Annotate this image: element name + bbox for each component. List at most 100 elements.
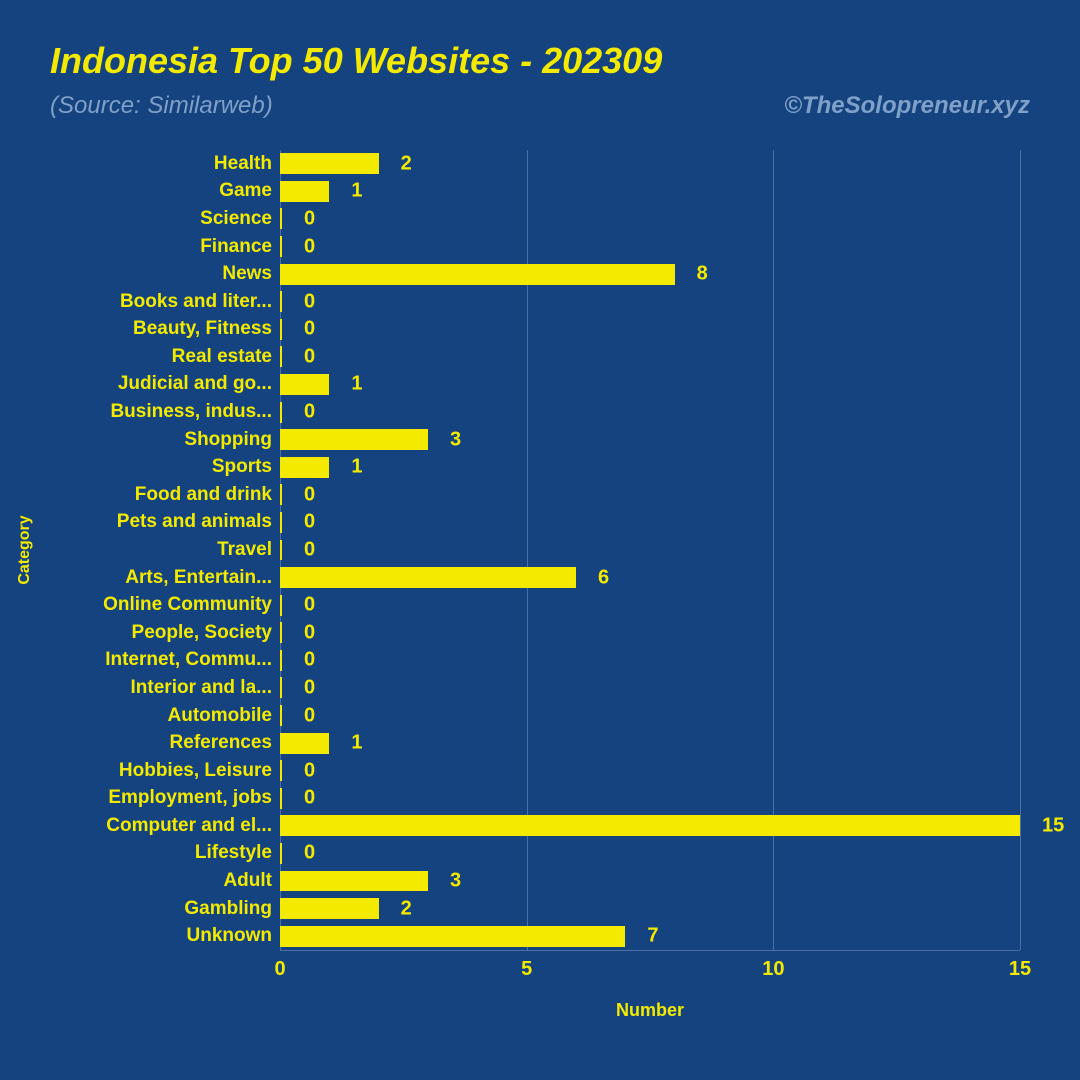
category-label: Online Community [103, 594, 272, 616]
value-label: 15 [1042, 814, 1064, 837]
value-label: 0 [304, 621, 315, 644]
chart-row: Food and drink0 [280, 481, 1020, 509]
chart-row: Shopping3 [280, 426, 1020, 454]
value-label: 3 [450, 428, 461, 451]
bar [280, 622, 282, 643]
value-label: 3 [450, 870, 461, 893]
category-label: Shopping [184, 429, 272, 451]
bar [280, 484, 282, 505]
bar [280, 677, 282, 698]
value-label: 7 [647, 925, 658, 948]
category-label: Internet, Commu... [105, 649, 272, 671]
category-label: Automobile [168, 705, 273, 727]
bar [280, 815, 1020, 836]
chart-row: Arts, Entertain...6 [280, 564, 1020, 592]
chart-row: Science0 [280, 205, 1020, 233]
value-label: 0 [304, 235, 315, 258]
value-label: 1 [351, 456, 362, 479]
bar [280, 926, 625, 947]
chart-row: Beauty, Fitness0 [280, 316, 1020, 344]
chart-row: References1 [280, 729, 1020, 757]
bar [280, 595, 282, 616]
bar [280, 181, 329, 202]
bar [280, 705, 282, 726]
bar [280, 264, 675, 285]
chart-row: People, Society0 [280, 619, 1020, 647]
bar [280, 319, 282, 340]
bar [280, 291, 282, 312]
category-label: Unknown [187, 925, 273, 947]
category-label: Pets and animals [117, 511, 272, 533]
category-label: Beauty, Fitness [133, 318, 272, 340]
bar [280, 208, 282, 229]
chart-row: Online Community0 [280, 591, 1020, 619]
category-label: Interior and la... [131, 677, 272, 699]
chart-row: Gambling2 [280, 895, 1020, 923]
chart-row: Judicial and go...1 [280, 371, 1020, 399]
value-label: 0 [304, 704, 315, 727]
chart-row: Finance0 [280, 233, 1020, 261]
value-label: 0 [304, 483, 315, 506]
chart-row: Adult3 [280, 867, 1020, 895]
category-label: Food and drink [135, 484, 272, 506]
chart-row: Hobbies, Leisure0 [280, 757, 1020, 785]
category-label: Travel [217, 539, 272, 561]
value-label: 6 [598, 566, 609, 589]
value-label: 0 [304, 511, 315, 534]
bar [280, 871, 428, 892]
value-label: 0 [304, 842, 315, 865]
x-tick-label: 5 [521, 958, 532, 981]
category-label: Arts, Entertain... [125, 567, 272, 589]
bar [280, 733, 329, 754]
chart-row: Unknown7 [280, 922, 1020, 950]
category-label: Business, indus... [110, 401, 272, 423]
value-label: 0 [304, 207, 315, 230]
bar [280, 512, 282, 533]
value-label: 0 [304, 649, 315, 672]
value-label: 0 [304, 538, 315, 561]
bar [280, 843, 282, 864]
value-label: 1 [351, 732, 362, 755]
bar [280, 650, 282, 671]
chart-row: News8 [280, 260, 1020, 288]
chart-row: Computer and el...15 [280, 812, 1020, 840]
bar [280, 346, 282, 367]
category-label: People, Society [132, 622, 272, 644]
category-label: Judicial and go... [118, 373, 272, 395]
bar [280, 788, 282, 809]
chart-row: Employment, jobs0 [280, 784, 1020, 812]
bar [280, 236, 282, 257]
value-label: 0 [304, 401, 315, 424]
category-label: Books and liter... [120, 291, 272, 313]
category-label: Health [214, 153, 272, 175]
category-label: Sports [212, 456, 272, 478]
category-label: Adult [223, 870, 272, 892]
bar [280, 457, 329, 478]
gridline [1020, 150, 1021, 950]
chart-credit: ©TheSolopreneur.xyz [784, 92, 1030, 120]
bar [280, 153, 379, 174]
chart-row: Books and liter...0 [280, 288, 1020, 316]
category-label: Gambling [184, 898, 272, 920]
chart-title: Indonesia Top 50 Websites - 202309 [50, 40, 662, 82]
value-label: 0 [304, 594, 315, 617]
category-label: Science [200, 208, 272, 230]
bar [280, 540, 282, 561]
x-tick-label: 15 [1009, 958, 1031, 981]
category-label: Real estate [172, 346, 272, 368]
bar [280, 567, 576, 588]
chart-row: Health2 [280, 150, 1020, 178]
x-axis-line [280, 950, 1020, 951]
bar [280, 429, 428, 450]
category-label: References [170, 732, 272, 754]
category-label: Finance [200, 236, 272, 258]
value-label: 0 [304, 290, 315, 313]
value-label: 0 [304, 759, 315, 782]
category-label: Computer and el... [106, 815, 272, 837]
value-label: 2 [401, 897, 412, 920]
value-label: 1 [351, 373, 362, 396]
category-label: Lifestyle [195, 842, 272, 864]
chart-row: Travel0 [280, 536, 1020, 564]
value-label: 8 [697, 263, 708, 286]
chart-row: Pets and animals0 [280, 509, 1020, 537]
